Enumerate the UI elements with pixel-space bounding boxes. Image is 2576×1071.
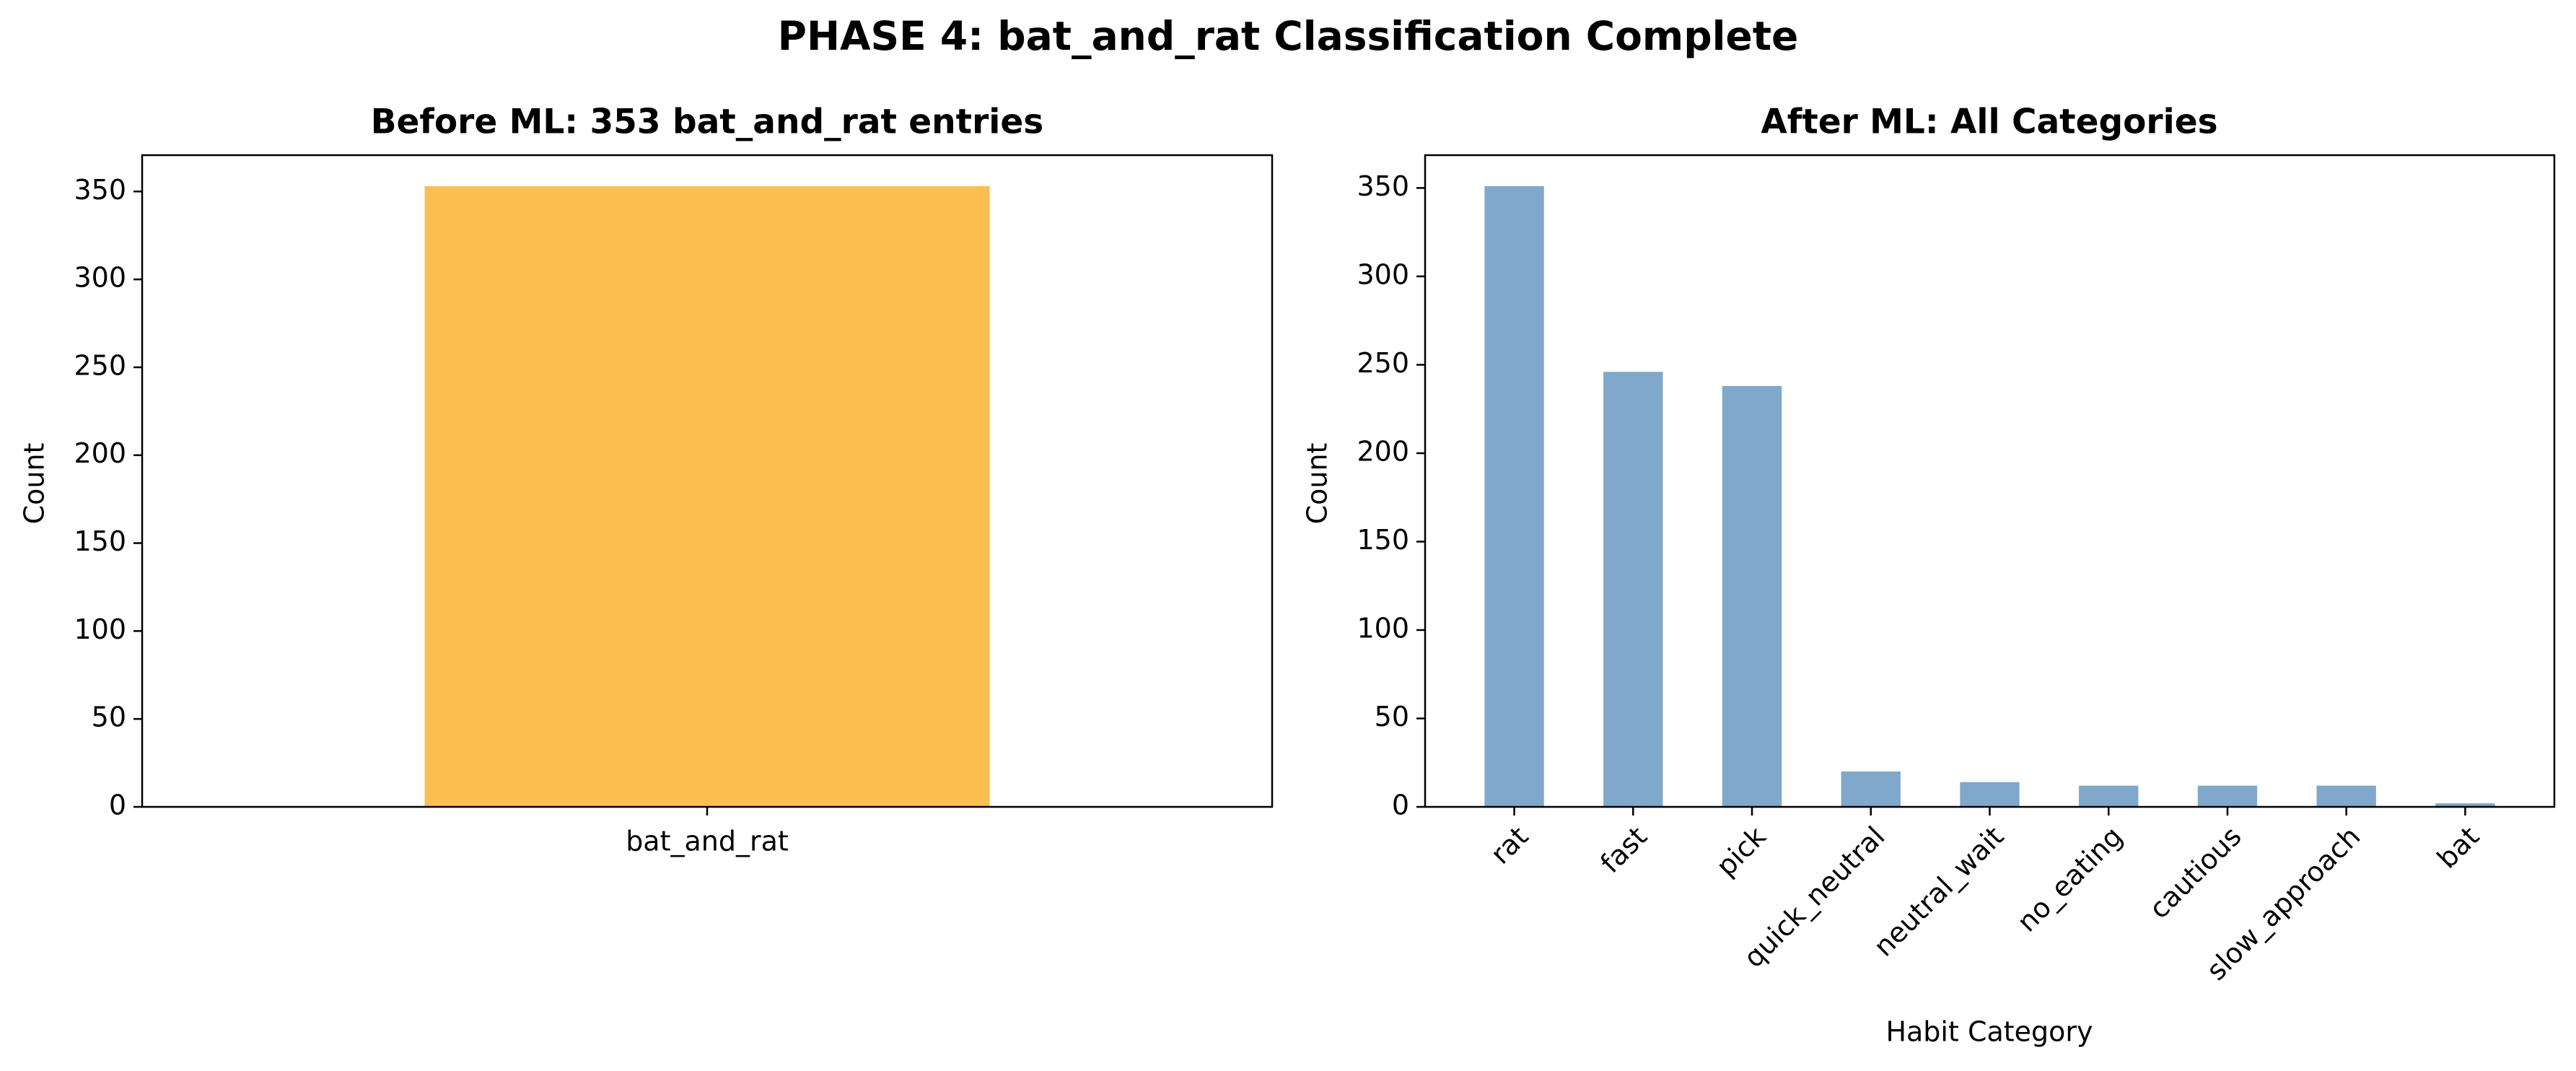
figure-suptitle: PHASE 4: bat_and_rat Classification Comp… bbox=[778, 13, 1799, 59]
y-tick-label: 100 bbox=[1357, 612, 1409, 644]
y-tick-label: 350 bbox=[1357, 170, 1409, 202]
chart-title: After ML: All Categories bbox=[1761, 102, 2217, 142]
y-tick-label: 300 bbox=[74, 262, 126, 294]
y-tick-label: 250 bbox=[74, 349, 126, 381]
x-axis-label: Habit Category bbox=[1885, 1016, 2093, 1048]
y-tick-label: 50 bbox=[92, 701, 126, 733]
bar bbox=[2079, 785, 2139, 807]
chart-before-ml: Before ML: 353 bat_and_rat entries Count… bbox=[19, 102, 1274, 857]
y-tick-label: 0 bbox=[1392, 790, 1409, 821]
y-tick-label: 200 bbox=[1357, 435, 1409, 467]
bar bbox=[424, 186, 990, 807]
chart-title: Before ML: 353 bat_and_rat entries bbox=[371, 102, 1044, 142]
y-tick-label: 350 bbox=[74, 174, 126, 206]
bar bbox=[2197, 785, 2258, 807]
y-tick-label: 150 bbox=[74, 525, 126, 557]
bar bbox=[1603, 372, 1663, 807]
y-tick-label: 200 bbox=[74, 437, 126, 469]
bar bbox=[1484, 186, 1544, 807]
y-tick-label: 300 bbox=[1357, 258, 1409, 290]
y-axis-label: Count bbox=[1302, 443, 1333, 525]
y-tick-label: 50 bbox=[1375, 701, 1409, 733]
bar bbox=[2435, 803, 2495, 807]
y-tick-label: 100 bbox=[74, 613, 126, 645]
bar bbox=[1841, 771, 1901, 807]
y-tick-label: 250 bbox=[1357, 347, 1409, 379]
x-tick-label: bat_and_rat bbox=[626, 826, 789, 857]
bar bbox=[2316, 785, 2376, 807]
y-tick-label: 0 bbox=[109, 790, 126, 821]
y-tick-label: 150 bbox=[1357, 524, 1409, 556]
bar bbox=[1722, 385, 1782, 807]
y-axis-label: Count bbox=[19, 443, 51, 525]
bar bbox=[1960, 782, 2020, 807]
